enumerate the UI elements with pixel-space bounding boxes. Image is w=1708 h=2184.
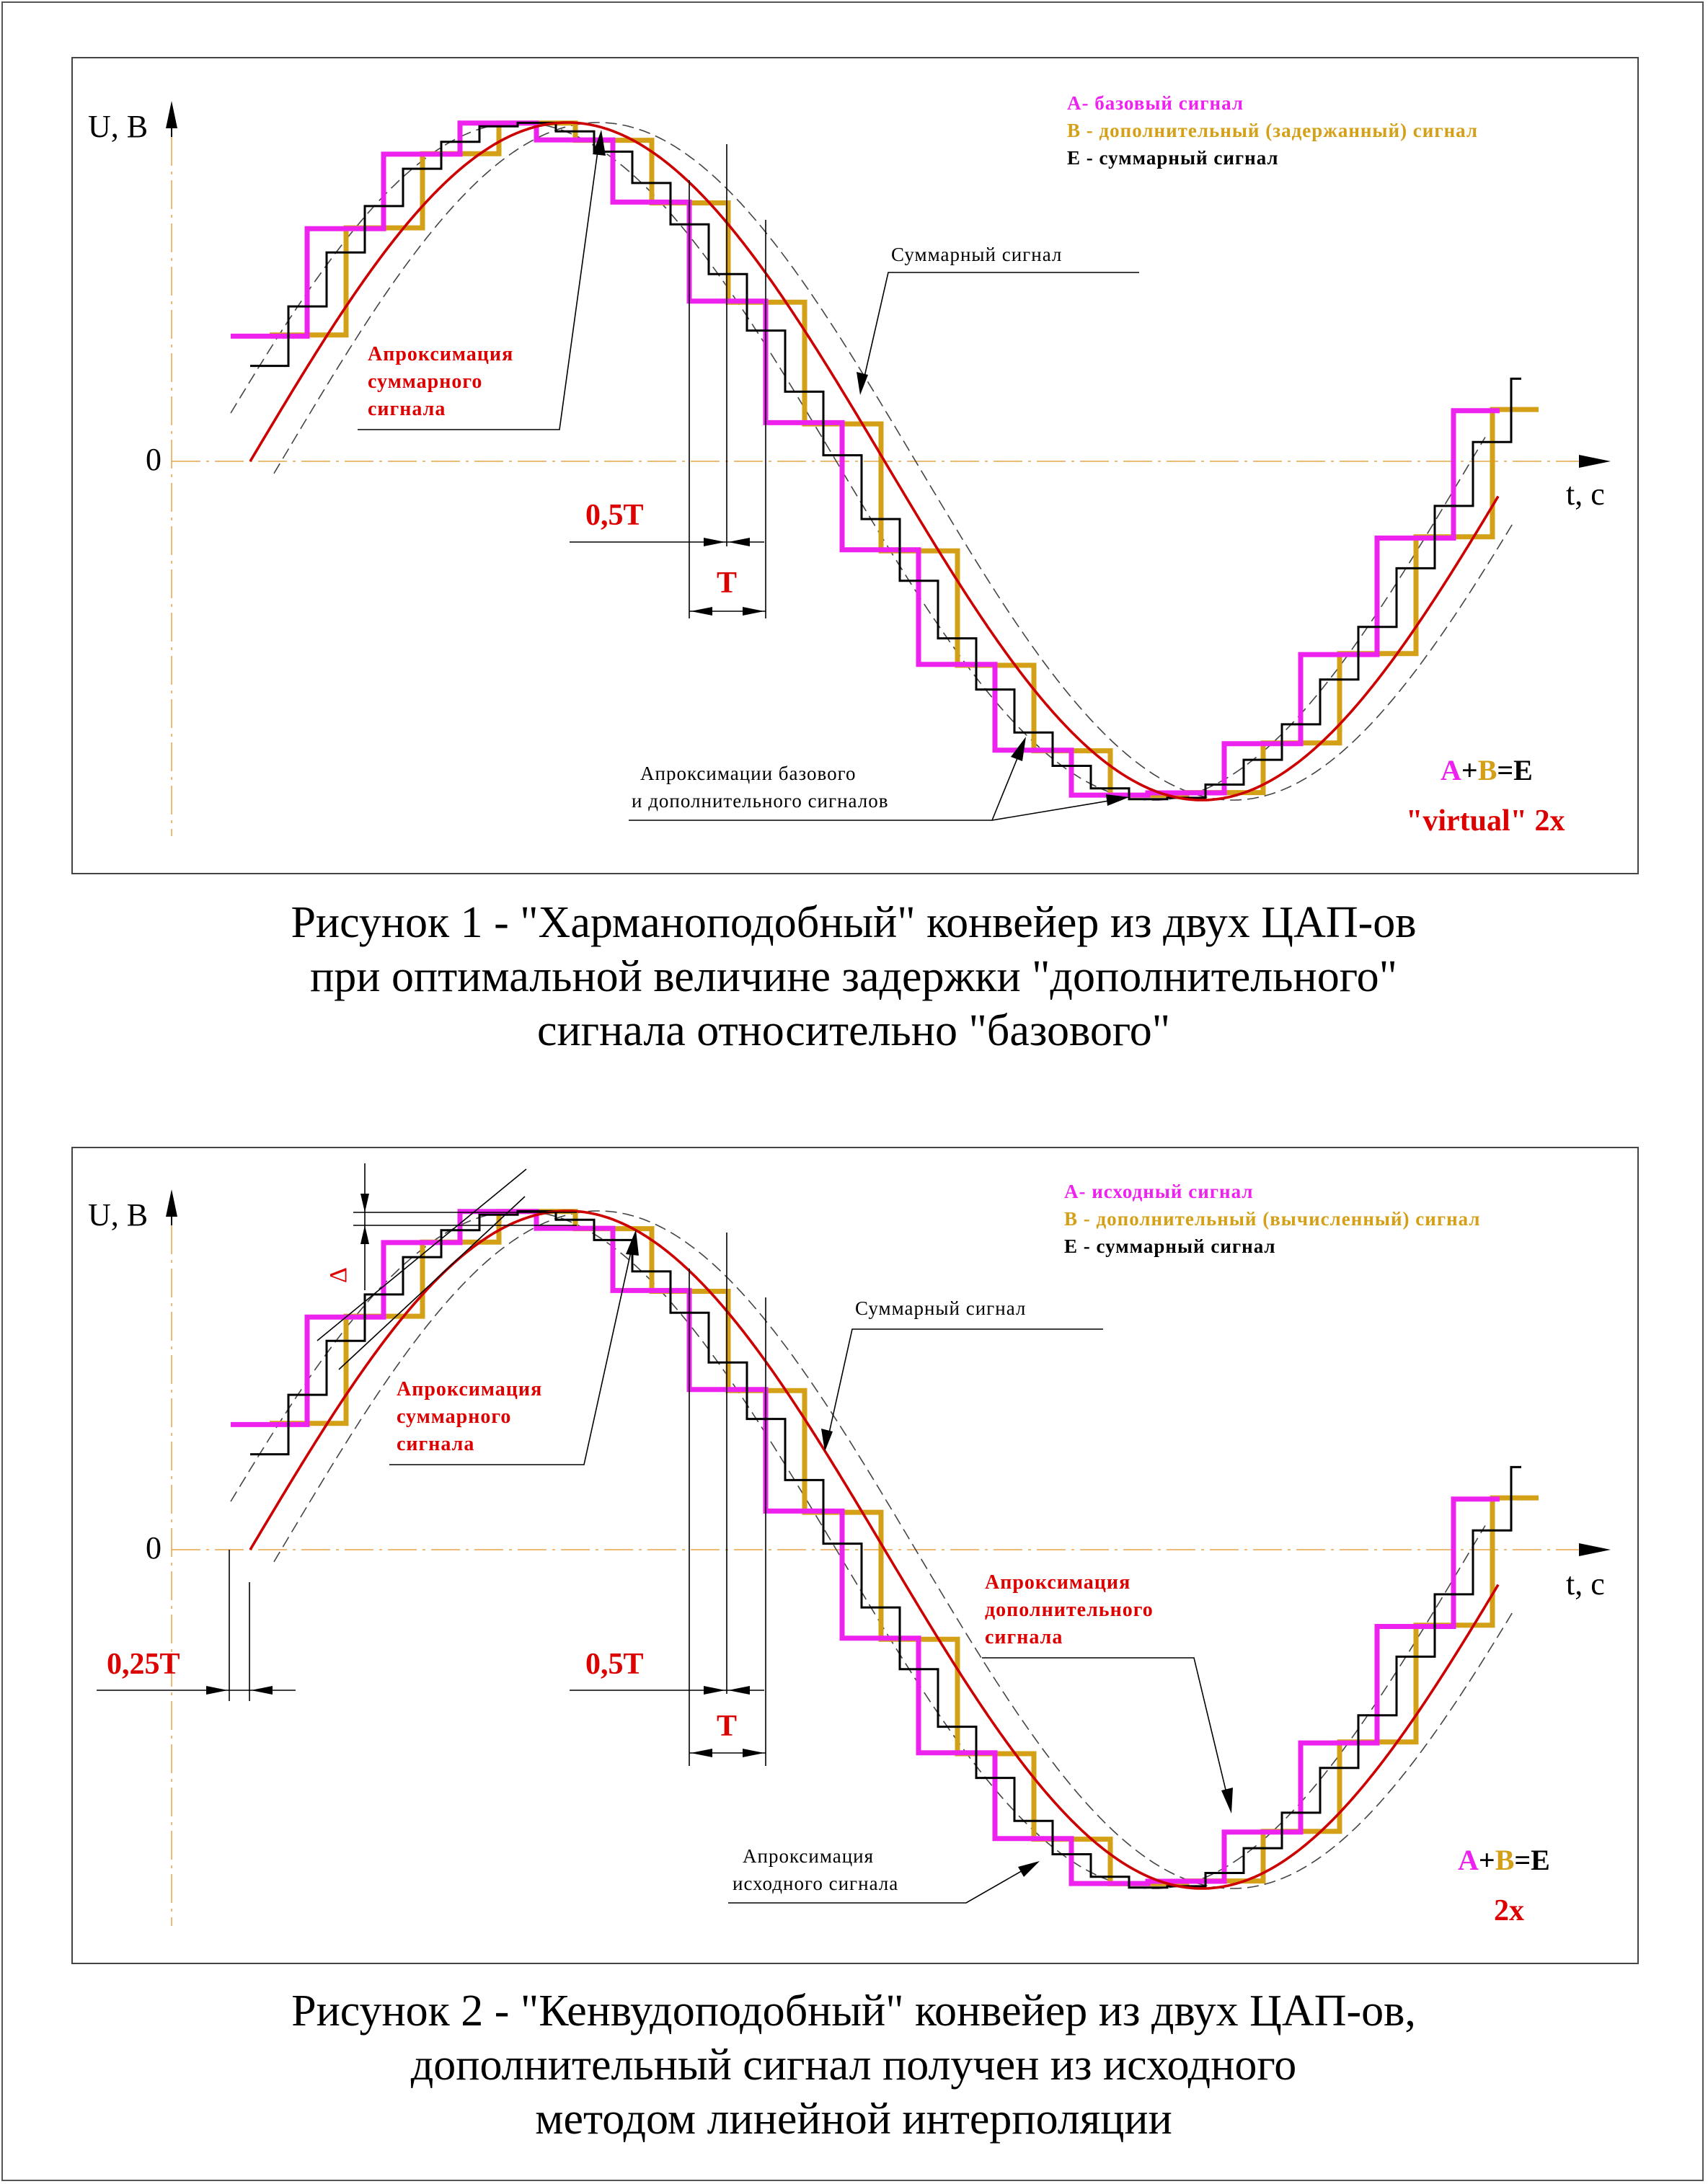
figure-1-signal-b-steps: [270, 120, 1539, 798]
figure-1-leader-approx-base-arrow: [1011, 737, 1026, 761]
figure-2-note-approx-add-2: дополнительного: [985, 1599, 1154, 1621]
figure-2-formula-eq: =E: [1514, 1844, 1549, 1876]
figure-1-note-sum-signal: Суммарный сигнал: [891, 244, 1062, 265]
figure-2-dim-half-t-arrow-2: [728, 1686, 750, 1695]
figure-2-dim-quarter-arrow-2: [251, 1686, 273, 1695]
figure-2-leader-approx-source-arrow: [1018, 1861, 1040, 1877]
figure-1-formula-eq: =E: [1497, 754, 1532, 786]
figure-2-dim-t-arrow-1: [691, 1749, 712, 1757]
figure-1-sum-approximation: [249, 121, 1500, 802]
figure-2-y-axis-arrow: [166, 1189, 177, 1217]
figure-1-dim-half-t-arrow-1: [704, 538, 725, 546]
figure-1-dim-t-arrow-1: [691, 607, 712, 616]
figure-2-leader-sum-signal: [826, 1328, 1103, 1447]
figure-1-leader-approx-sum: [358, 135, 601, 430]
figure-1-zero-label: 0: [146, 442, 161, 477]
figure-2-signal-a-steps: [231, 1209, 1500, 1886]
figure-2-x-axis-label: t, c: [1566, 1566, 1605, 1602]
figure-1-leader-sum-arrow: [857, 372, 868, 395]
figure-1-dim-t-arrow-2: [743, 607, 764, 616]
figure-1-leader-approx-arrow: [593, 130, 606, 156]
figure-2-badge: 2x: [1494, 1894, 1524, 1927]
figure-2-dim-t-arrow-2: [743, 1749, 764, 1757]
figure-1-caption-line-3: сигнала относительно "базового": [537, 1006, 1170, 1055]
figure-1-y-axis-label: U, В: [88, 109, 148, 144]
figure-2-dim-quarter-arrow-1: [206, 1686, 228, 1695]
figure-2-leader-approx-source: [728, 1863, 1035, 1904]
figure-2-tangent-1: [317, 1168, 527, 1341]
figure-1-note-approx-sum-1: Апроксимация: [368, 343, 513, 365]
figure-2-x-axis-arrow: [1579, 1543, 1611, 1556]
figure-2-delta-arrow-1: [360, 1194, 369, 1212]
figure-2-legend-a: А- исходный сигнал: [1064, 1181, 1253, 1202]
figure-1-formula-b: B: [1478, 754, 1497, 786]
figure-2-frame: [71, 1147, 1639, 1964]
figure-1-dim-t-label: T: [717, 567, 737, 600]
figure-2-leader-approx-add-arrow: [1221, 1788, 1233, 1814]
figure-2-legend-b: В - дополнительный (вычисленный) сигнал: [1064, 1208, 1481, 1230]
figure-2-formula: A+B=E: [1458, 1844, 1550, 1876]
figure-2-delta-label: Δ: [325, 1267, 352, 1283]
figure-2-caption-line-3: методом линейной интерполяции: [535, 2095, 1172, 2144]
figure-2-leader-approx-sum: [389, 1235, 635, 1465]
figure-2-caption-line-1: Рисунок 2 - "Кенвудоподобный" конвейер и…: [291, 1987, 1416, 2036]
figure-2-note-approx-source-1: Апроксимация: [743, 1845, 874, 1867]
figure-2-leader-sum-arrow: [821, 1429, 833, 1452]
figure-1: U, В 0 t, c А- базовый сигнал В - дополн…: [71, 57, 1639, 874]
figure-2-y-axis-label: U, В: [88, 1197, 148, 1233]
figure-1-formula-plus: +: [1461, 754, 1478, 786]
figure-1-badge: "virtual" 2x: [1406, 804, 1565, 838]
figure-1-legend-a: А- базовый сигнал: [1067, 92, 1244, 114]
figure-2-dim-half-t-label: 0,5T: [585, 1648, 644, 1681]
figure-2-formula-a: A: [1458, 1844, 1479, 1876]
figure-2-formula-b: B: [1495, 1844, 1515, 1876]
figure-2-caption-line-2: дополнительный сигнал получен из исходно…: [411, 2041, 1297, 2090]
figure-2-note-approx-sum-1: Апроксимация: [397, 1378, 542, 1400]
figure-2-legend-e: Е - суммарный сигнал: [1064, 1235, 1276, 1257]
figure-1-base-approximation: [230, 122, 1486, 801]
figure-1-signal-a-steps: [231, 120, 1500, 798]
figure-2-signal-e-steps: [250, 1209, 1521, 1889]
figure-1-note-approx-sum-2: суммарного: [368, 370, 482, 393]
figure-2-source-approximation: [230, 1210, 1486, 1889]
figure-1-legend-b: В - дополнительный (задержанный) сигнал: [1067, 120, 1478, 141]
figure-1-frame: [71, 57, 1639, 874]
figure-2: U, В 0 t, c Δ А- исходный сигнал В - доп…: [71, 1147, 1639, 1964]
figure-1-caption-line-1: Рисунок 1 - "Хармaноподобный" конвейер и…: [291, 898, 1416, 947]
figure-2-zero-label: 0: [146, 1530, 161, 1566]
figure-1-legend-e: Е - суммарный сигнал: [1067, 147, 1279, 169]
figure-1-note-approx-sum-3: сигнала: [368, 398, 446, 420]
figure-1-formula-a: A: [1441, 754, 1461, 786]
figure-1-y-axis-arrow: [166, 101, 177, 128]
figure-2-dim-t-label: T: [717, 1710, 737, 1743]
figure-2-note-approx-add-3: сигнала: [985, 1626, 1063, 1648]
figure-1-leader-sum-signal: [861, 272, 1139, 390]
figure-1-x-axis-arrow: [1579, 455, 1611, 468]
figure-2-dim-half-t-arrow-1: [704, 1686, 725, 1695]
figure-1-dim-half-t-arrow-2: [728, 538, 750, 546]
figure-1-dim-half-t-label: 0,5T: [585, 499, 644, 532]
figure-1-caption-line-2: при оптимальной величине задержки "допол…: [310, 952, 1397, 1001]
figure-2-dim-quarter-t-label: 0,25T: [107, 1648, 180, 1681]
figure-2-delta-arrow-2: [360, 1225, 369, 1244]
figure-1-note-approx-base-2: и дополнительного сигналов: [632, 790, 888, 812]
figure-2-leader-approx-add: [982, 1657, 1231, 1808]
figure-2-note-approx-source-2: исходного сигнала: [733, 1873, 898, 1894]
figure-2-leader-approx-sum-arrow: [626, 1230, 639, 1256]
figure-2-note-approx-sum-3: сигнала: [397, 1433, 474, 1455]
figure-2-formula-plus: +: [1479, 1844, 1495, 1876]
figure-1-note-approx-base-1: Апроксимации базового: [640, 763, 857, 784]
figure-1-leader-approx-base-2: [991, 798, 1123, 821]
figure-2-note-approx-sum-2: суммарного: [397, 1406, 511, 1428]
figure-1-leader-approx-base-arrow-2: [1106, 794, 1129, 806]
figure-1-x-axis-label: t, c: [1566, 476, 1605, 512]
figure-1-signal-e-steps: [250, 121, 1521, 801]
figure-2-note-approx-add-1: Апроксимация: [985, 1571, 1130, 1594]
figure-1-formula: A+B=E: [1441, 754, 1533, 786]
figure-2-tangent-2: [338, 1196, 526, 1370]
figure-2-note-sum-signal: Суммарный сигнал: [855, 1297, 1026, 1319]
